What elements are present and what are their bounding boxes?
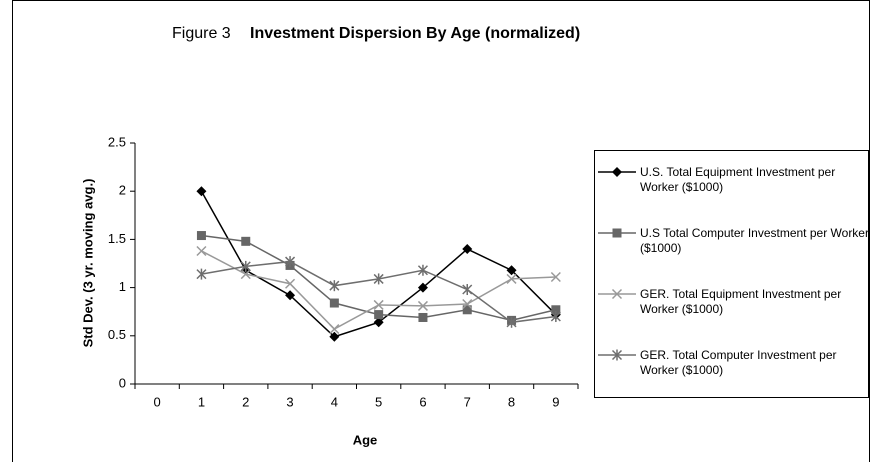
x-tick-label: 9 [552, 394, 559, 409]
x-tick-label: 2 [242, 394, 249, 409]
chart-title: Investment Dispersion By Age (normalized… [250, 25, 580, 42]
x-axis-label: Age [353, 432, 378, 447]
marker [612, 228, 622, 238]
marker-shape [196, 245, 207, 256]
marker [329, 280, 340, 292]
marker-shape [329, 324, 340, 335]
marker [551, 305, 561, 315]
marker-shape [329, 298, 339, 308]
marker [611, 349, 623, 361]
x-tick-label: 5 [375, 394, 382, 409]
marker [506, 273, 517, 284]
marker-shape [462, 244, 473, 255]
marker-shape [612, 228, 622, 238]
marker [462, 244, 473, 255]
marker-shape [285, 290, 296, 301]
marker [611, 288, 623, 300]
marker-shape [373, 299, 384, 310]
y-tick-label: 1 [119, 279, 126, 294]
marker [612, 167, 622, 177]
legend-label: U.S. Total Equipment Investment per Work… [640, 165, 836, 194]
marker [373, 273, 384, 285]
marker [285, 256, 296, 268]
marker-shape [285, 278, 296, 289]
marker [550, 271, 561, 283]
marker [373, 317, 384, 328]
y-tick-label: 0 [119, 375, 126, 390]
y-tick-label: 1.5 [108, 231, 126, 246]
marker-shape [506, 265, 517, 276]
marker-shape [329, 331, 340, 342]
marker [329, 331, 340, 342]
marker-shape [240, 269, 251, 280]
marker-shape [374, 310, 384, 320]
x-tick-label: 1 [198, 394, 205, 409]
y-axis-label: Std Dev. (3 yr. moving avg.) [80, 179, 95, 348]
marker-shape [373, 317, 384, 328]
marker-shape [462, 305, 472, 315]
marker-shape [241, 236, 251, 246]
marker [329, 298, 339, 308]
marker [462, 284, 473, 296]
marker-shape [506, 273, 517, 284]
marker-shape [196, 231, 206, 241]
marker-shape [418, 312, 428, 322]
marker [418, 312, 428, 322]
marker [196, 245, 207, 256]
marker [462, 305, 472, 315]
marker-shape [462, 298, 473, 310]
x-tick-label: 8 [508, 394, 515, 409]
marker [285, 278, 296, 289]
marker [417, 264, 428, 276]
y-tick-label: 2.5 [108, 134, 126, 149]
marker [417, 282, 428, 293]
legend-label: U.S Total Computer Investment per Worker… [640, 226, 869, 255]
figure-label: Figure 3 [172, 25, 231, 42]
marker-shape [550, 271, 561, 283]
marker-shape [417, 300, 428, 311]
marker [196, 231, 206, 241]
marker [550, 311, 561, 323]
x-tick-label: 7 [464, 394, 471, 409]
marker-shape [612, 167, 622, 177]
legend-label: GER. Total Equipment Investment per Work… [640, 287, 842, 316]
y-tick-label: 0.5 [108, 327, 126, 342]
marker [329, 324, 340, 335]
y-tick-label: 2 [119, 183, 126, 198]
marker [285, 290, 296, 301]
legend-box [594, 150, 869, 398]
legend-label: GER. Total Computer Investment per Worke… [640, 348, 837, 377]
marker [373, 299, 384, 310]
marker-shape [551, 305, 561, 315]
marker [506, 265, 517, 276]
x-tick-label: 0 [154, 394, 161, 409]
marker [417, 300, 428, 311]
x-tick-label: 6 [419, 394, 426, 409]
marker [240, 260, 251, 272]
marker-shape [196, 186, 207, 197]
marker [240, 269, 251, 280]
marker-shape [611, 288, 623, 300]
marker [241, 236, 251, 246]
x-tick-label: 4 [331, 394, 338, 409]
marker [196, 268, 207, 280]
marker [196, 186, 207, 197]
marker-shape [417, 282, 428, 293]
marker [374, 310, 384, 320]
marker [462, 298, 473, 310]
x-tick-label: 3 [286, 394, 293, 409]
marker [506, 316, 517, 328]
